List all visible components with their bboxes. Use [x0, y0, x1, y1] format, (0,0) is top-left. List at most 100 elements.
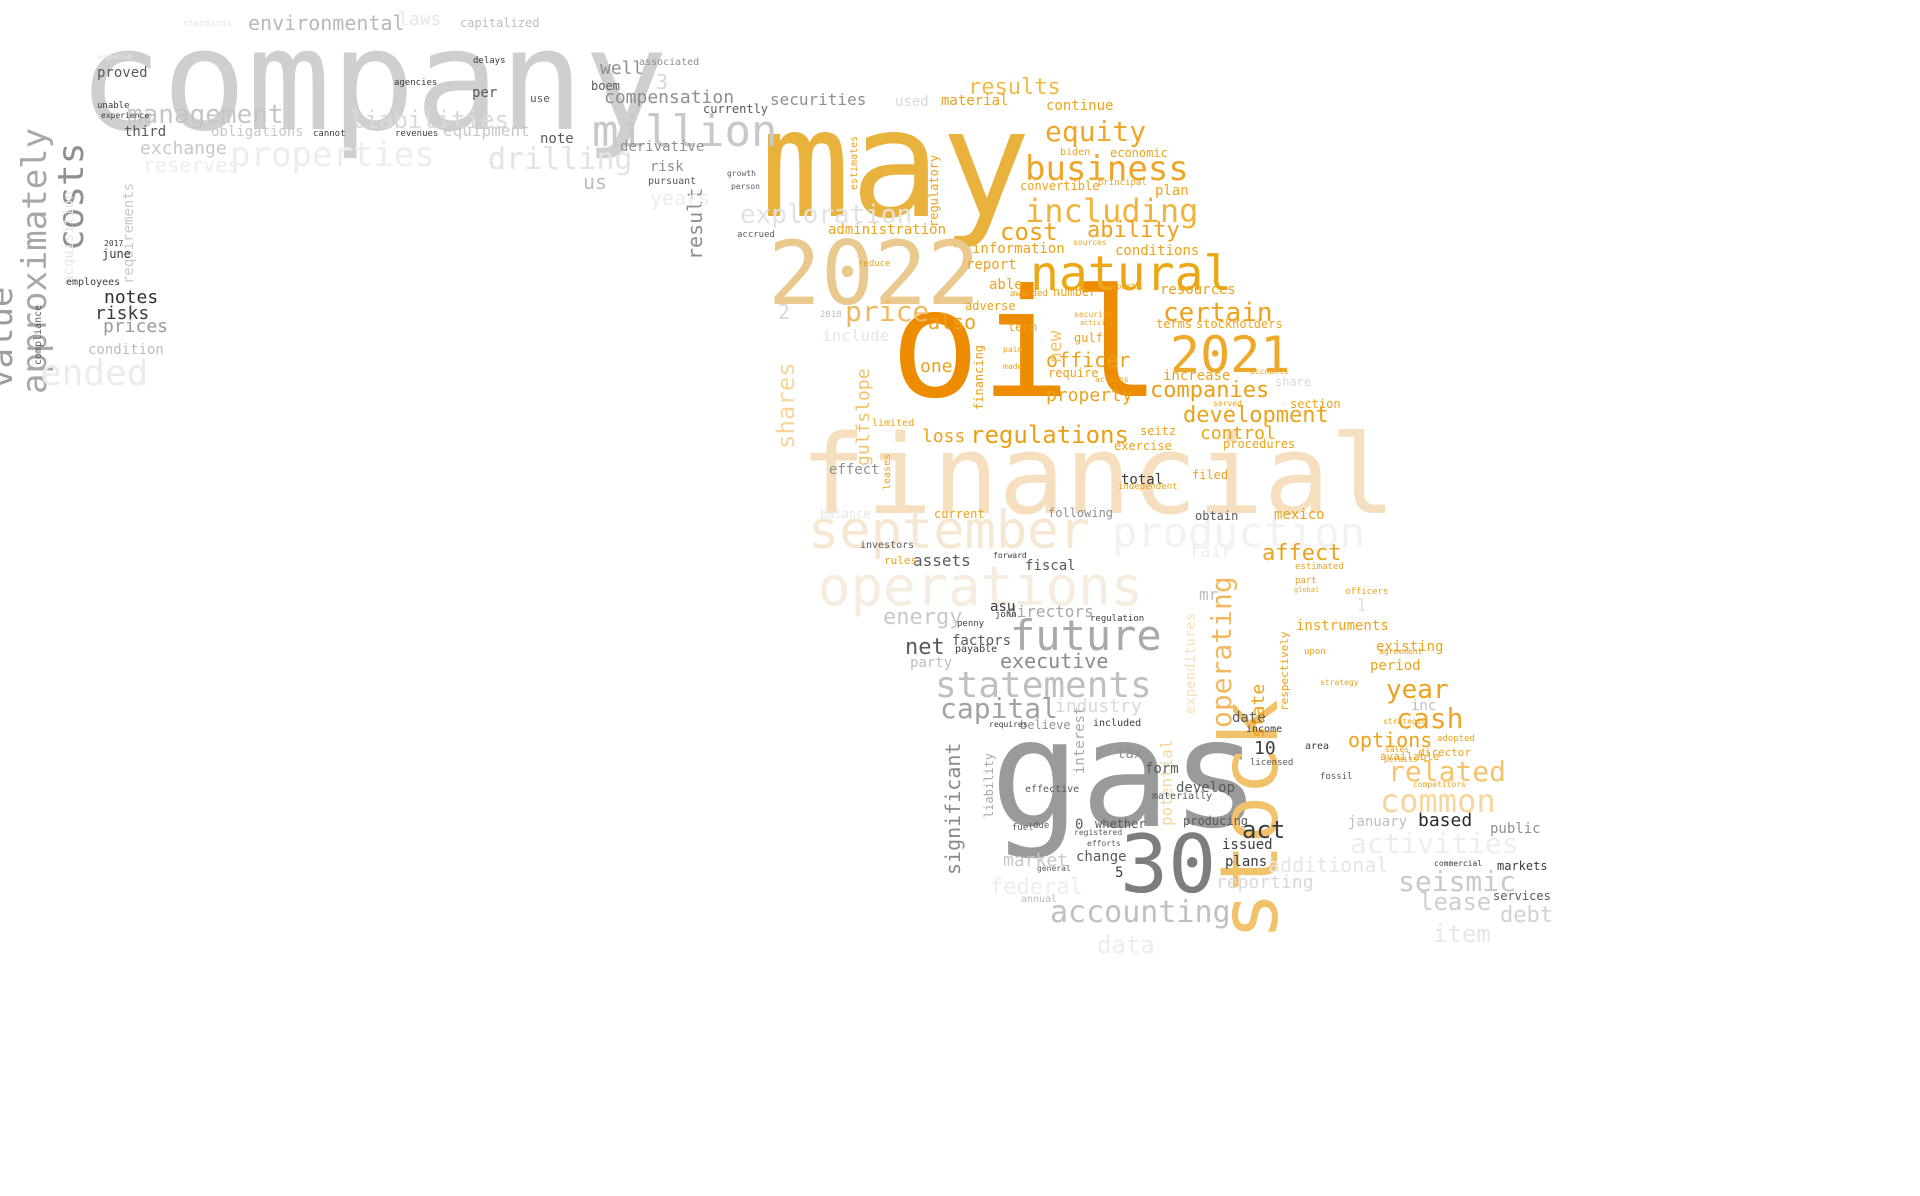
word-future: future: [1010, 611, 1162, 660]
word-production: production: [1112, 508, 1365, 557]
word-regulation: regulation: [1090, 614, 1145, 624]
word-require: require: [1048, 366, 1099, 380]
word-net: net: [905, 635, 945, 660]
word-payable: payable: [955, 644, 998, 655]
word-upon: upon: [1304, 647, 1326, 657]
word-item: item: [1433, 920, 1491, 948]
word-experience: experience: [101, 111, 150, 120]
word-year: year: [1386, 675, 1449, 705]
word-tax: tax: [1117, 746, 1143, 762]
word-risk: risk: [650, 159, 684, 175]
word-options: options: [1348, 728, 1433, 752]
word-registered: registered: [1074, 828, 1123, 837]
word-number: number: [1053, 285, 1097, 299]
word-executive: executive: [1000, 649, 1109, 673]
word-markets: markets: [1497, 859, 1548, 873]
word-2022: 2022: [768, 222, 980, 325]
word-exchange: exchange: [140, 138, 227, 159]
word-compliance: compliance: [33, 304, 44, 365]
word-accounts: accounts: [1250, 367, 1289, 376]
word-price: price: [845, 295, 930, 328]
word-directors: directors: [1007, 602, 1094, 621]
word-cash: cash: [1396, 702, 1464, 735]
word-served: served: [1213, 399, 1242, 408]
word-change: change: [1076, 849, 1127, 865]
word-may: may: [760, 78, 1031, 252]
word-lease: lease: [1419, 888, 1492, 916]
word-results: results: [968, 75, 1061, 100]
word-obligations: obligations: [211, 124, 304, 140]
word-june: june: [102, 247, 131, 261]
word-part: part: [1295, 576, 1317, 586]
word-sources: sources: [1073, 238, 1107, 247]
word-due: due: [1033, 821, 1050, 831]
word-management: management: [127, 100, 284, 130]
word-person: person: [731, 182, 760, 191]
word-security: security: [1074, 310, 1113, 319]
word-date: date: [1232, 710, 1266, 726]
word-officer: officer: [1046, 348, 1131, 372]
word-stockholders: stockholders: [1196, 317, 1283, 331]
word-reduce: reduce: [858, 259, 891, 269]
word-value: value: [0, 286, 21, 389]
word-data: data: [1097, 931, 1155, 959]
word-share: share: [1275, 375, 1312, 389]
word-liabilities: liabilities: [350, 106, 509, 134]
word-respectively: respectively: [1278, 631, 1291, 711]
word-equipment: equipment: [443, 121, 530, 140]
word-period: period: [1370, 658, 1421, 674]
word-reporting: reporting: [1216, 872, 1314, 893]
word-total: total: [1121, 472, 1164, 488]
word-2021: 2021: [1170, 326, 1291, 384]
word-obtain: obtain: [1195, 509, 1239, 523]
word-5: 5: [1115, 865, 1124, 881]
word-properties: properties: [230, 135, 435, 175]
word-rules: rules: [884, 554, 918, 567]
word-2: 2: [778, 300, 791, 324]
word-fair: fair: [1189, 541, 1233, 562]
word-used: used: [895, 94, 929, 110]
word-additional: additional: [1268, 853, 1389, 877]
word-related: related: [1388, 755, 1507, 788]
word-business: business: [1025, 149, 1189, 189]
word-administration: administration: [828, 222, 947, 238]
word-company: company: [78, 0, 669, 163]
word-paid: paid: [1003, 345, 1023, 354]
word-compensation: compensation: [604, 87, 735, 108]
word-area: area: [1305, 741, 1330, 752]
word-instruments: instruments: [1296, 618, 1389, 634]
word-million: million: [592, 106, 778, 157]
word-filed: filed: [1192, 468, 1229, 482]
word-party: party: [910, 655, 953, 671]
word-term: term: [1008, 320, 1037, 334]
word-include: include: [822, 326, 890, 345]
word-growth: growth: [727, 169, 756, 178]
word-available: available: [1380, 750, 1440, 763]
word-interest: interest: [1072, 706, 1088, 774]
word-industry: industry: [1055, 696, 1142, 717]
word-gulf: gulf: [1074, 331, 1103, 345]
word-competitors: competitors: [1413, 780, 1466, 789]
word-3: 3: [656, 70, 669, 94]
word-requires: requires: [989, 720, 1028, 729]
word-condition: condition: [88, 342, 164, 358]
word-general: general: [1037, 864, 1071, 873]
word-continue: continue: [1046, 98, 1114, 114]
word-exploration: exploration: [740, 200, 913, 230]
word-30: 30: [1120, 818, 1217, 911]
word-strategy: strategy: [1320, 678, 1359, 687]
word-included: included: [1093, 718, 1142, 729]
word-biden: biden: [1060, 147, 1091, 158]
word-licensed: licensed: [1250, 758, 1294, 768]
word-independent: independent: [1118, 482, 1178, 492]
word-made: made: [1003, 362, 1023, 371]
word-boem: boem: [591, 79, 620, 93]
word-natural: natural: [1030, 246, 1233, 302]
word-statements: statements: [935, 665, 1152, 706]
word-note: note: [540, 131, 574, 147]
word-property: property: [1046, 385, 1133, 406]
word-common: common: [1380, 782, 1496, 820]
word-factors: factors: [952, 633, 1012, 649]
word-notes: notes: [104, 287, 159, 308]
word-conditions: conditions: [1115, 243, 1200, 259]
